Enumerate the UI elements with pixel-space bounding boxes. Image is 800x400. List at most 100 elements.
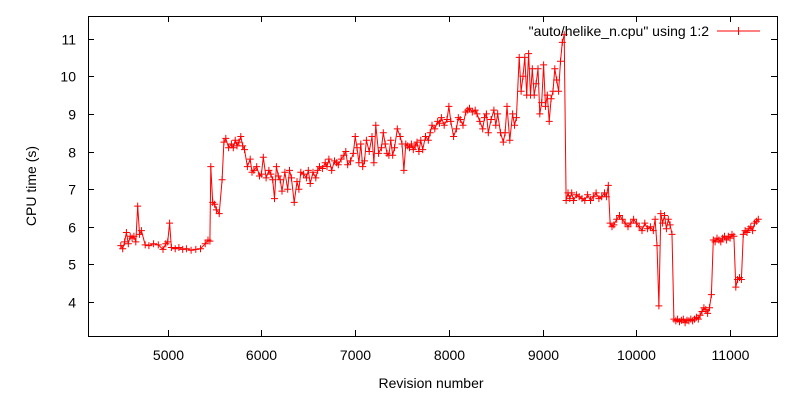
data-point (218, 176, 226, 184)
data-point (542, 102, 549, 110)
data-point (641, 219, 649, 227)
data-point (300, 170, 308, 178)
data-point (540, 61, 548, 69)
y-tick-label: 11 (61, 32, 76, 48)
data-point (342, 148, 350, 155)
data-point (662, 225, 670, 233)
data-point (737, 276, 745, 283)
data-point (557, 57, 564, 65)
data-point (431, 125, 439, 133)
data-point (312, 174, 320, 182)
data-point (739, 230, 747, 238)
data-point (610, 221, 618, 229)
data-point (353, 144, 361, 152)
data-point (587, 197, 594, 204)
data-point (618, 215, 626, 223)
data-point (267, 170, 275, 178)
data-point (231, 136, 239, 144)
data-point (212, 206, 220, 214)
data-point (400, 166, 408, 174)
data-point (501, 129, 509, 137)
data-point (717, 238, 725, 246)
data-point (272, 163, 280, 171)
data-point (349, 149, 357, 157)
data-point (237, 133, 245, 140)
data-point (630, 215, 638, 223)
data-point (259, 153, 267, 161)
data-point (164, 238, 172, 246)
data-point (370, 159, 378, 167)
data-point (536, 110, 544, 118)
data-point (396, 133, 404, 140)
data-point (447, 117, 455, 125)
data-point (119, 245, 127, 253)
data-point (347, 157, 354, 165)
data-point (679, 315, 687, 323)
data-point (659, 219, 667, 227)
y-tick-label: 8 (68, 145, 76, 161)
data-point (702, 306, 710, 314)
data-point (638, 227, 646, 235)
x-axis-label: Revision number (378, 375, 483, 391)
data-point (389, 151, 397, 159)
data-point (372, 121, 380, 129)
data-point (239, 142, 247, 150)
legend-marker (734, 27, 743, 35)
data-point (566, 195, 574, 203)
series-layer (117, 31, 762, 327)
data-point (672, 317, 680, 325)
data-point (635, 223, 643, 231)
data-point (314, 166, 322, 174)
data-point (747, 223, 755, 231)
data-point (406, 144, 413, 152)
data-point (286, 166, 293, 174)
data-point (547, 95, 555, 103)
data-point (503, 102, 511, 110)
data-point (743, 229, 751, 236)
y-tick-label: 7 (68, 182, 76, 198)
data-point (558, 38, 566, 46)
data-point (459, 121, 467, 129)
data-point (265, 166, 273, 174)
data-point (211, 200, 219, 208)
data-point (436, 119, 443, 127)
data-point (409, 146, 417, 154)
data-point (704, 309, 712, 317)
data-point (295, 185, 303, 193)
data-point (657, 210, 665, 218)
x-tick-label: 7000 (340, 347, 371, 363)
data-point (132, 238, 140, 246)
data-point (545, 117, 553, 125)
data-point (215, 210, 223, 218)
data-point (562, 197, 570, 204)
data-point (321, 159, 329, 167)
y-tick-label: 4 (68, 295, 76, 311)
data-point (466, 104, 473, 112)
data-point (551, 65, 559, 73)
data-point (235, 138, 243, 146)
data-point (437, 114, 445, 122)
data-point (344, 161, 352, 169)
data-point (159, 245, 167, 253)
data-point (281, 168, 289, 176)
data-point (616, 212, 623, 219)
data-point (206, 237, 214, 245)
data-point (651, 215, 659, 223)
data-point (278, 187, 286, 195)
data-point (241, 146, 248, 154)
data-point (473, 110, 481, 118)
data-point (334, 161, 342, 169)
y-axis-ticks: 4 5 6 7 8 9 10 11 (60, 32, 777, 311)
data-point (379, 129, 387, 137)
data-point (707, 291, 715, 299)
data-point (250, 166, 258, 174)
data-point (166, 219, 174, 227)
y-tick-label: 10 (60, 69, 76, 85)
data-point (134, 202, 142, 210)
data-point (141, 241, 149, 249)
data-point (668, 230, 676, 238)
data-point (318, 165, 326, 172)
data-point (167, 244, 175, 251)
data-point (661, 212, 668, 219)
data-point (276, 176, 284, 184)
